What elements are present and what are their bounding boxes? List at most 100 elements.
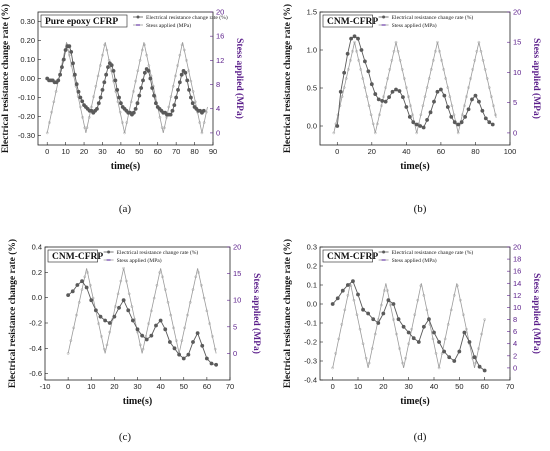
resistance-point [95,107,99,111]
resistance-point [330,302,335,306]
stress-point [357,59,360,62]
panel-title: CNM-CFRP [327,252,378,262]
panel-caption: (a) [119,203,132,215]
stress-point [80,288,84,291]
stress-point [138,343,142,347]
stress-point [158,271,161,274]
stress-point [90,105,93,109]
resistance-point [406,330,411,335]
stress-point [355,49,358,53]
stress-point [331,366,334,370]
stress-point [444,77,448,80]
resistance-point [63,48,68,52]
resistance-point [452,120,457,125]
y2-tick-label: 20 [513,243,521,252]
resistance-point [416,340,421,344]
resistance-point [106,65,110,69]
y2-tick-label: 5 [233,322,237,331]
stress-point [359,68,363,71]
y-tick-label: 0.0 [307,122,317,131]
stress-point [116,292,120,296]
stress-point [202,121,206,124]
stress-point [465,95,468,98]
x-tick-label: 0 [335,147,339,156]
resistance-point [170,108,175,113]
resistance-point [126,308,131,313]
stress-point [125,121,129,124]
x-tick-label: 40 [156,382,164,391]
resistance-point [172,346,177,351]
stress-point [367,104,371,108]
resistance-point [98,95,103,100]
stress-point [105,48,109,52]
stress-point [116,100,120,104]
panel-caption: (b) [414,203,427,215]
resistance-line [46,45,205,116]
resistance-point [345,283,350,287]
resistance-point [383,99,388,104]
y2-tick-label: 20 [216,8,224,17]
resistance-point [142,70,147,75]
y-tick-label: -0.2 [304,338,317,347]
legend-label-stress: Stess applied (MPa) [146,22,191,29]
stress-point [349,59,352,62]
chart-panel-a: 0 10 20 30 40 50 60 70 80 90-0.30-0.20-0.100.000.… [0,4,245,215]
y2-tick-label: 12 [513,291,521,300]
legend-label-resistance: Electrical resistance change rate (%) [146,14,228,21]
resistance-point [376,321,381,325]
y-tick-label: -0.4 [304,376,317,385]
stress-point [98,64,102,67]
resistance-point [113,78,118,83]
legend-marker-resistance [136,15,140,19]
stress-point [452,294,456,297]
resistance-point [381,311,386,316]
resistance-point [104,72,109,77]
resistance-point [470,97,474,102]
resistance-point [449,114,454,119]
resistance-point [340,288,345,293]
x-tick-label: 30 [98,147,106,156]
resistance-point [75,283,80,287]
y2-tick-label: 4 [216,104,220,113]
resistance-point [487,120,492,125]
resistance-point [200,343,205,348]
y-tick-label: -0.10 [18,93,35,102]
resistance-point [188,95,193,100]
stress-point [349,284,353,287]
stress-point [183,326,186,330]
stress-point [347,68,350,71]
resistance-point [338,89,343,94]
stress-point [145,53,148,57]
x-tick-label: 60 [480,382,488,391]
resistance-point [84,285,89,290]
resistance-point [72,72,77,77]
x-tick-label: 80 [471,147,479,156]
stress-point [432,59,435,62]
stress-point [389,303,392,307]
x-tick-label: 0 [45,147,49,156]
stress-point [96,74,100,78]
stress-point [384,86,387,89]
stress-point [434,352,438,355]
stress-point [423,95,427,98]
stress-point [340,323,344,326]
y-tick-label: -0.6 [29,369,42,378]
stress-point [83,275,87,279]
stress-point [169,95,173,98]
y-tick-label: -0.30 [18,131,35,140]
resistance-point [67,44,72,49]
resistance-point [140,333,145,338]
stress-point [477,347,480,350]
stress-point [132,90,135,93]
y2-tick-label: 15 [233,269,241,278]
y2-tick-label: 16 [513,267,521,276]
x-tick-label: 0 [66,382,70,391]
stress-point [383,289,386,292]
resistance-point [390,89,395,94]
stress-point [102,347,106,351]
resistance-point [380,99,385,103]
resistance-point [457,349,462,354]
y-tick-label: 0.10 [20,55,35,64]
stress-point [364,356,368,360]
x-tick-label: 40 [430,382,438,391]
